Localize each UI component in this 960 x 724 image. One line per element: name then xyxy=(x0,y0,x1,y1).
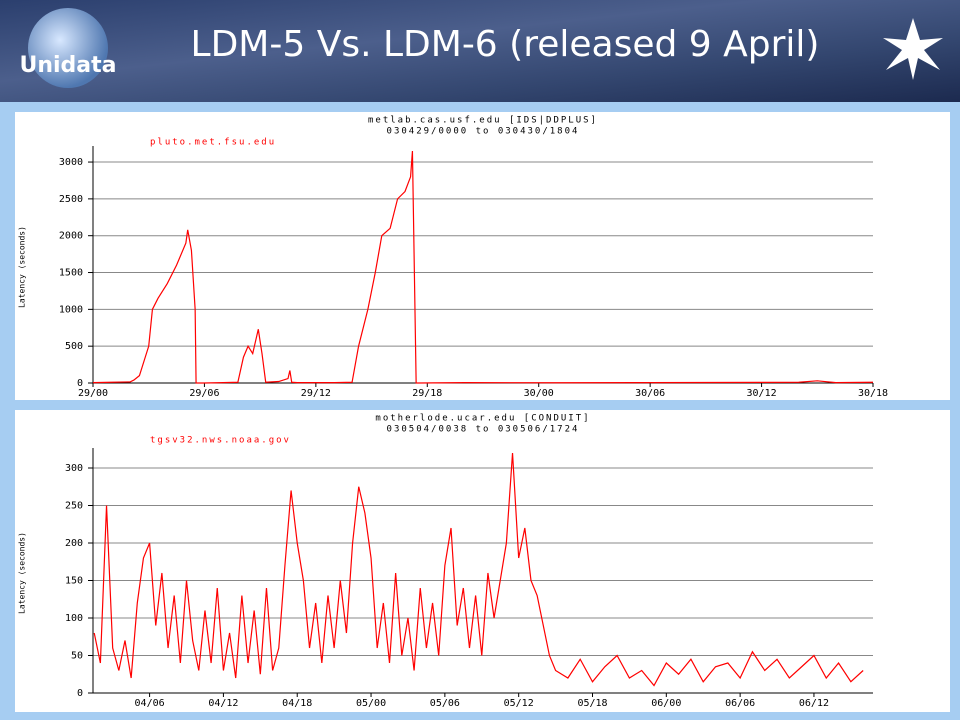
x-tick-label: 06/12 xyxy=(799,698,829,709)
y-tick-label: 0 xyxy=(77,378,83,389)
y-tick-label: 1000 xyxy=(59,304,83,315)
chart-panel xyxy=(15,112,950,400)
y-axis-label: Latency (seconds) xyxy=(18,532,27,614)
y-tick-label: 200 xyxy=(65,538,83,549)
logo-globe xyxy=(28,8,108,88)
y-tick-label: 0 xyxy=(77,688,83,699)
chart-title: metlab.cas.usf.edu [IDS|DDPLUS] xyxy=(368,116,598,126)
chart-title: motherlode.ucar.edu [CONDUIT] xyxy=(375,414,590,424)
data-line xyxy=(92,150,874,384)
x-tick-label: 04/12 xyxy=(208,698,238,709)
y-tick-label: 3000 xyxy=(59,157,83,168)
y-tick-label: 300 xyxy=(65,463,83,474)
chart-subtitle: 030504/0038 to 030506/1724 xyxy=(387,425,580,435)
y-tick-label: 250 xyxy=(65,501,83,512)
chart-panel xyxy=(15,410,950,712)
y-tick-label: 150 xyxy=(65,576,83,587)
logo-text: Unidata xyxy=(19,53,116,78)
y-tick-label: 50 xyxy=(71,651,83,662)
x-tick-label: 29/06 xyxy=(189,388,219,399)
star-icon xyxy=(883,18,943,80)
header xyxy=(0,0,960,102)
x-tick-label: 30/12 xyxy=(747,388,777,399)
x-tick-label: 05/06 xyxy=(430,698,460,709)
legend-label: tgsv32.nws.noaa.gov xyxy=(150,436,291,446)
x-tick-label: 05/18 xyxy=(577,698,607,709)
x-tick-label: 30/18 xyxy=(858,388,888,399)
chart-subtitle: 030429/0000 to 030430/1804 xyxy=(387,127,580,137)
legend-label: pluto.met.fsu.edu xyxy=(150,138,276,148)
x-tick-label: 29/12 xyxy=(301,388,331,399)
data-line xyxy=(93,452,864,687)
y-tick-label: 2000 xyxy=(59,231,83,242)
x-tick-label: 05/00 xyxy=(356,698,386,709)
x-tick-label: 06/06 xyxy=(725,698,755,709)
y-axis-label: Latency (seconds) xyxy=(18,226,27,308)
x-tick-label: 04/06 xyxy=(135,698,165,709)
x-tick-label: 30/06 xyxy=(635,388,665,399)
x-tick-label: 29/18 xyxy=(412,388,442,399)
x-tick-label: 05/12 xyxy=(504,698,534,709)
x-tick-label: 04/18 xyxy=(282,698,312,709)
x-tick-label: 06/00 xyxy=(651,698,681,709)
y-tick-label: 1500 xyxy=(59,268,83,279)
y-tick-label: 500 xyxy=(65,341,83,352)
slide-title: LDM-5 Vs. LDM-6 (released 9 April) xyxy=(191,24,820,65)
x-tick-label: 30/00 xyxy=(524,388,554,399)
x-tick-label: 29/00 xyxy=(78,388,108,399)
y-tick-label: 2500 xyxy=(59,194,83,205)
y-tick-label: 100 xyxy=(65,613,83,624)
